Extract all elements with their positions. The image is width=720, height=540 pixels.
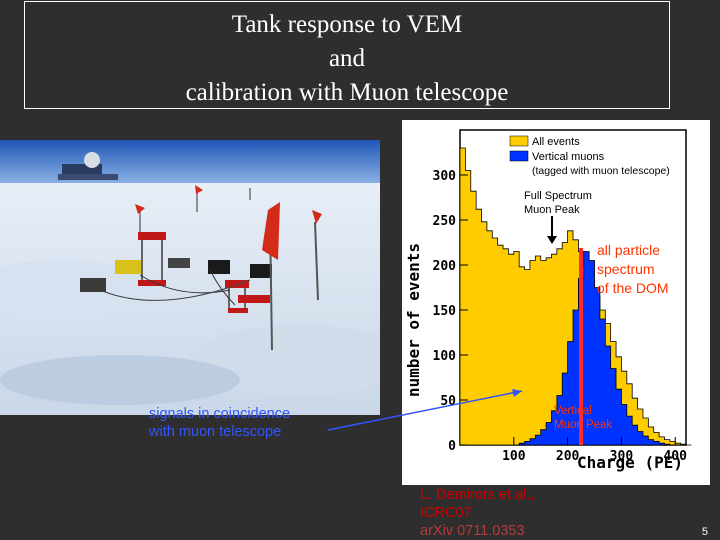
- title-line-2: and: [328, 45, 366, 72]
- citation-line-1: L. Demirors et al.,: [420, 487, 535, 503]
- coincidence-line-1: signals in coincidence: [149, 406, 291, 422]
- legend-vertical-muons: Vertical muons: [532, 151, 605, 163]
- citation-line-2: ICRC07: [420, 505, 472, 521]
- area-layer: [459, 147, 692, 446]
- legend-all-events: All events: [532, 136, 580, 148]
- full-spectrum-arrowhead: [547, 236, 557, 244]
- y-tick-label: 200: [433, 259, 457, 274]
- y-tick-label: 100: [433, 349, 457, 364]
- x-axis-title: Charge (PE): [577, 453, 683, 472]
- slide-number: 5: [701, 526, 708, 538]
- y-tick-label: 0: [448, 439, 456, 454]
- coincidence-line-2: with muon telescope: [149, 424, 282, 440]
- coincidence-note: signals in coincidence with muon telesco…: [149, 405, 290, 441]
- series-vertical-muons: [513, 251, 681, 446]
- x-tick-label: 200: [556, 449, 580, 464]
- coincidence-arrow: [327, 390, 523, 431]
- series-all-events: [459, 147, 692, 446]
- y-tick-label: 300: [433, 169, 457, 184]
- dom-label-2: spectrum: [597, 261, 655, 277]
- full-spectrum-label-1: Full Spectrum: [524, 190, 592, 202]
- legend-swatch-vertical: [509, 150, 529, 162]
- citation: L. Demirors et al., ICRC07 arXiv 0711.03…: [420, 486, 534, 540]
- legend-vertical-note: (tagged with muon telescope): [532, 165, 670, 177]
- y-tick-label: 150: [433, 304, 457, 319]
- y-axis-title: number of events: [404, 243, 423, 397]
- title-line-3: calibration with Muon telescope: [185, 79, 509, 106]
- x-tick-label: 100: [502, 449, 526, 464]
- x-tick-label: 400: [663, 449, 687, 464]
- citation-line-3: arXiv 0711.0353: [420, 523, 525, 539]
- full-spectrum-label-2: Muon Peak: [524, 204, 580, 216]
- y-tick-label: 250: [433, 214, 457, 229]
- field-photo: [0, 140, 380, 415]
- dom-label-1: all particle: [597, 242, 660, 258]
- title-line-1: Tank response to VEM: [231, 11, 463, 38]
- x-tick-label: 300: [610, 449, 634, 464]
- dom-label-3: of the DOM: [597, 280, 669, 296]
- field-photo-drawing: [0, 140, 380, 415]
- vertical-peak-label-1: Vertical: [554, 405, 592, 417]
- title-box: Tank response to VEM and calibration wit…: [24, 1, 670, 109]
- coincidence-arrowhead: [512, 389, 522, 397]
- vertical-peak-label-2: Muon Peak: [554, 419, 612, 431]
- legend-swatch-all: [509, 135, 529, 147]
- charge-histogram: 100 200 300 400 0 50 100 150 200 250 300 number of…: [402, 120, 710, 485]
